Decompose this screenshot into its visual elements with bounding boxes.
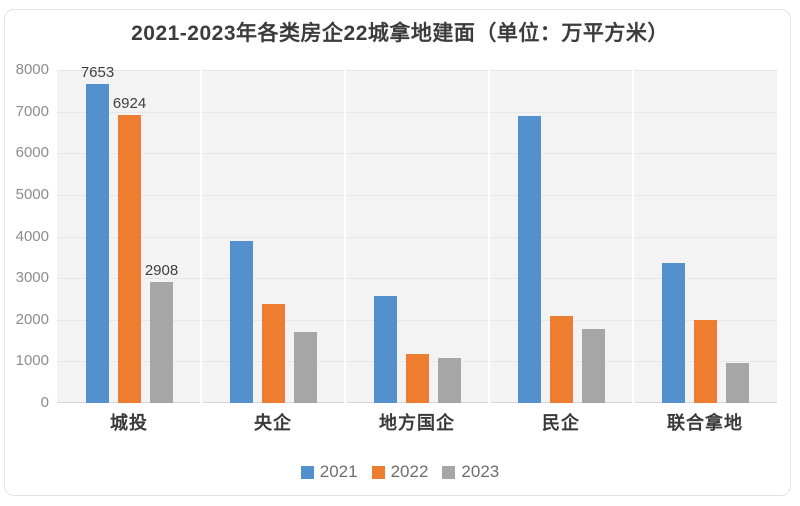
y-axis-tick-label: 8000 [15,61,49,78]
category-separator [200,70,202,403]
chart-title: 2021-2023年各类房企22城拿地建面（单位：万平方米） [131,22,669,45]
x-axis-category-label: 地方国企 [379,413,455,433]
legend-label: 2022 [390,462,429,481]
legend-item-2022: 2022 [371,462,429,482]
legend-swatch-icon [442,465,456,479]
chart-legend: 2021 2022 2023 [0,462,800,482]
bar-2023-联合拿地 [726,363,749,403]
legend-swatch-icon [300,465,314,479]
bar-2023-央企 [294,332,317,403]
y-axis-tick-label: 3000 [15,269,49,286]
gridline [57,278,777,279]
bar-2023-民企 [582,329,605,403]
y-axis-tick-label: 6000 [15,144,49,161]
bar-2021-联合拿地 [662,263,685,403]
y-axis-tick-label: 0 [40,394,49,411]
legend-swatch-icon [371,465,385,479]
x-axis-category-label: 央企 [254,413,292,433]
x-axis-category-label: 联合拿地 [667,413,743,433]
category-separator [632,70,634,403]
bar-value-label: 2908 [144,262,179,279]
legend-item-2021: 2021 [300,462,358,482]
gridline [57,70,777,71]
gridline [57,153,777,154]
gridline [57,195,777,196]
x-axis-category-label: 城投 [110,413,148,433]
bar-2022-民企 [550,316,573,403]
x-axis-category-label: 民企 [542,413,580,433]
legend-item-2023: 2023 [442,462,499,482]
plot-area: 7653 6924 2908 [57,64,777,403]
bar-value-label: 6924 [112,95,147,112]
y-axis-tick-label: 7000 [15,103,49,120]
y-axis-tick-label: 4000 [15,228,49,245]
bar-2021-央企 [230,241,253,403]
bar-2023-城投 [150,282,173,403]
gridline [57,237,777,238]
bar-2021-民企 [518,116,541,403]
bar-2022-城投 [118,115,141,403]
category-separator [488,70,490,403]
legend-label: 2023 [461,462,500,481]
gridline [57,112,777,113]
bar-2023-地方国企 [438,358,461,403]
bar-2022-央企 [262,304,285,403]
gridline [57,320,777,321]
bar-value-label: 7653 [80,64,115,81]
y-axis-tick-label: 2000 [15,311,49,328]
bar-2021-地方国企 [374,296,397,403]
y-axis-tick-label: 1000 [15,352,49,369]
bar-2022-地方国企 [406,354,429,403]
bar-2021-城投 [86,84,109,403]
category-separator [344,70,346,403]
legend-label: 2021 [319,462,358,481]
y-axis-tick-label: 5000 [15,186,49,203]
bar-2022-联合拿地 [694,320,717,403]
